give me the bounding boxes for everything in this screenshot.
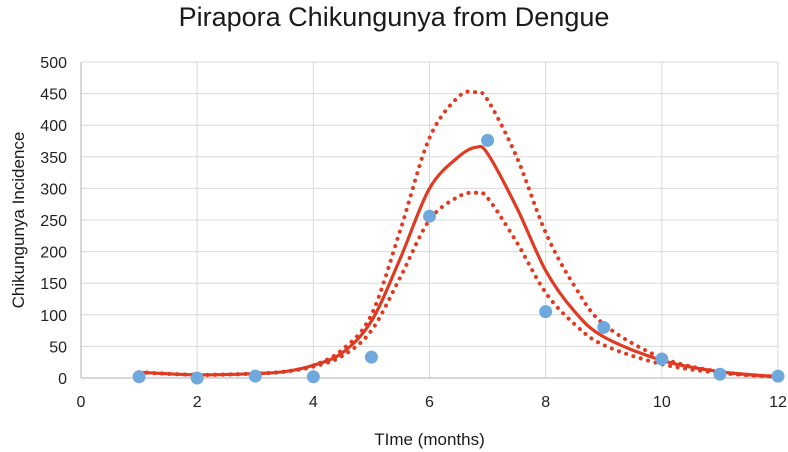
- y-tick-label: 100: [40, 308, 67, 325]
- observed-point: [248, 369, 262, 383]
- observed-point: [423, 209, 436, 223]
- y-tick-label: 450: [40, 87, 67, 104]
- y-tick-label: 500: [40, 55, 67, 72]
- observed-point: [481, 133, 495, 147]
- observed-points: [132, 133, 785, 385]
- grid-lines: [81, 61, 779, 378]
- observed-point: [132, 370, 146, 384]
- x-tick-label: 10: [653, 394, 671, 411]
- y-tick-label: 400: [40, 118, 67, 135]
- observed-point: [539, 305, 553, 319]
- x-tick-label: 2: [193, 394, 202, 411]
- series: [137, 89, 780, 379]
- observed-point: [306, 370, 320, 384]
- y-axis-label: Chikungunya Incidence: [9, 132, 28, 309]
- y-tick-label: 350: [40, 150, 67, 167]
- fit-line: [139, 144, 779, 379]
- x-tick-label: 12: [769, 394, 787, 411]
- x-axis-label: TIme (months): [374, 430, 485, 449]
- observed-point: [655, 352, 669, 366]
- observed-point: [364, 350, 378, 364]
- tick-labels: 0 50 100 150 200 250 300 350 400 450 500 0 2 4 6 8 10 12: [40, 55, 787, 411]
- x-tick-label: 0: [77, 394, 86, 411]
- x-tick-label: 6: [425, 394, 434, 411]
- x-tick-label: 4: [309, 394, 318, 411]
- y-tick-label: 250: [40, 213, 67, 230]
- observed-point: [190, 371, 204, 385]
- y-tick-label: 150: [40, 276, 67, 293]
- x-tick-label: 8: [541, 394, 550, 411]
- observed-point: [771, 369, 785, 383]
- chart-title: Pirapora Chikungunya from Dengue: [178, 2, 610, 32]
- upper-bound-line: [137, 89, 780, 379]
- observed-point: [713, 367, 727, 381]
- y-tick-label: 200: [40, 245, 67, 262]
- y-tick-label: 0: [58, 371, 67, 388]
- observed-point: [597, 320, 611, 334]
- y-tick-label: 300: [40, 181, 67, 198]
- y-tick-label: 50: [49, 339, 67, 356]
